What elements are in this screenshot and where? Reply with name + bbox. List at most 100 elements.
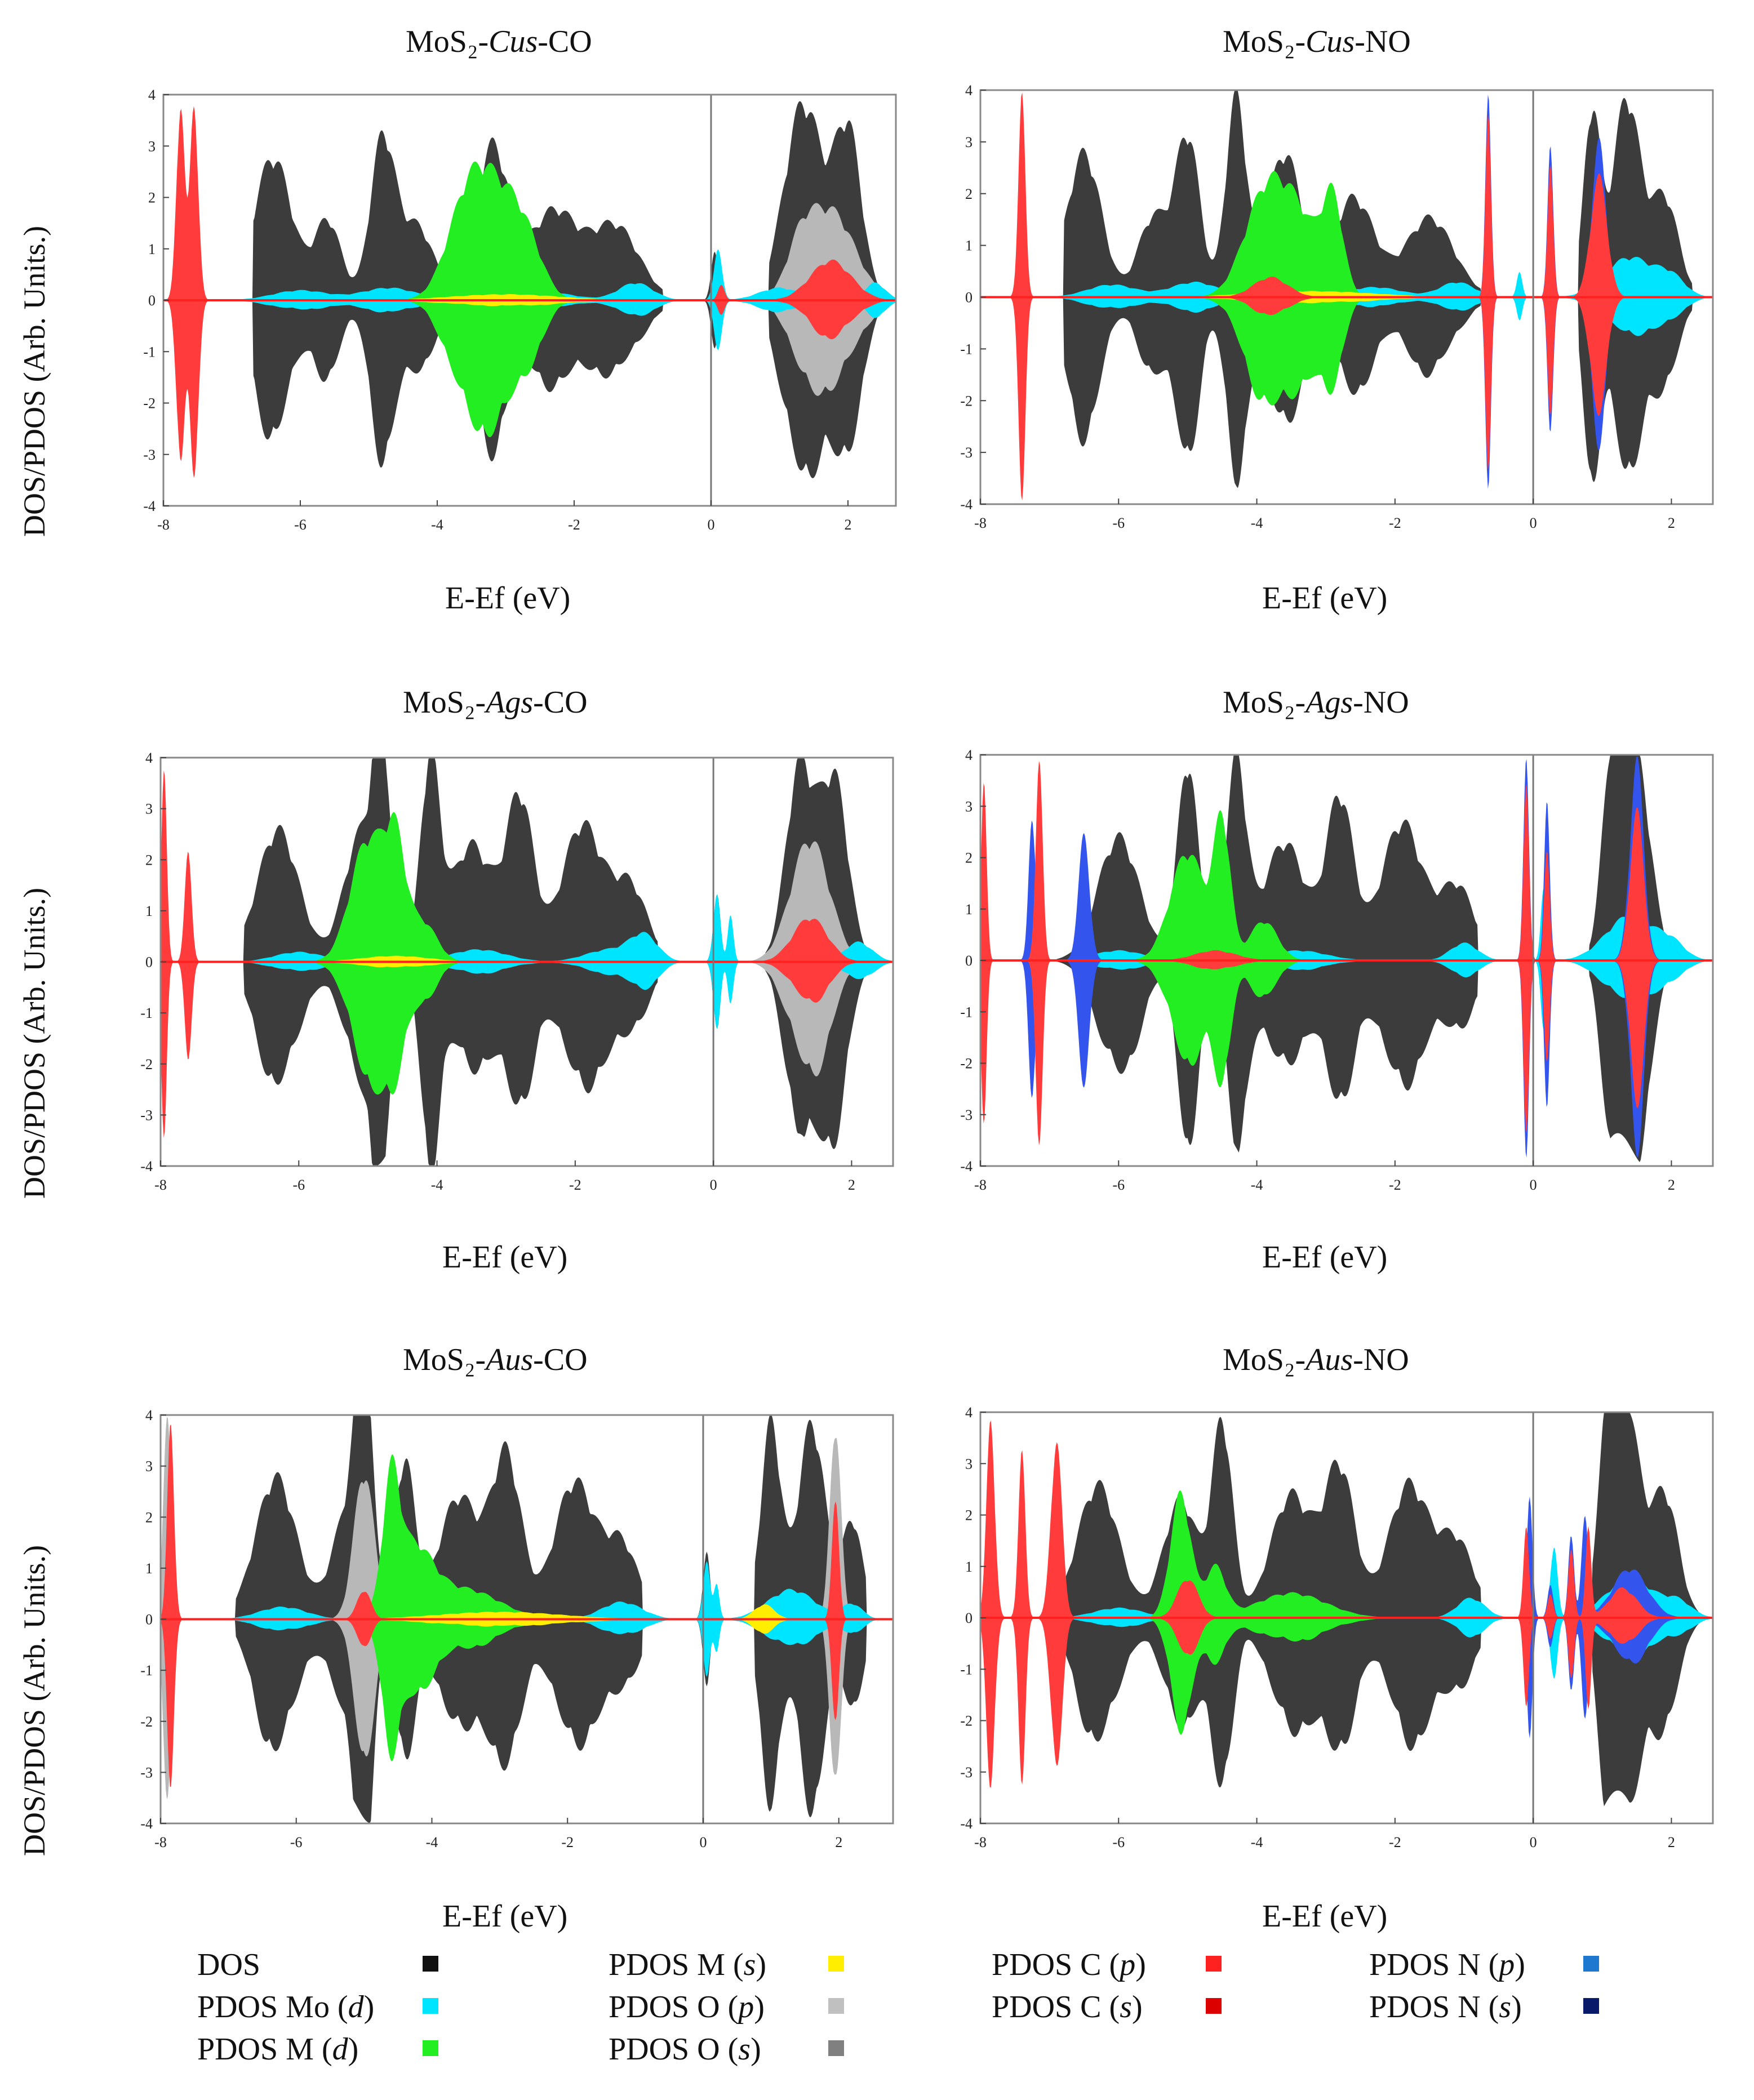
- legend-swatch: [1206, 1956, 1222, 1972]
- x-tick-label: -6: [1112, 1177, 1125, 1193]
- panel-title: MoS₂-Cus-NO: [1223, 24, 1411, 60]
- y-tick-label: 4: [965, 747, 973, 763]
- x-tick-label: 2: [1668, 1834, 1675, 1850]
- x-tick-label: 2: [1668, 515, 1675, 531]
- x-axis-label: E-Ef (eV): [1262, 1899, 1388, 1934]
- dos-panel: -8 -6 -4 -2 0 2 -4 -3 -2 -1 0 1 2 3 4: [960, 1404, 1714, 1850]
- y-tick-label: 2: [145, 852, 153, 868]
- x-tick-label: 2: [848, 1177, 855, 1193]
- x-tick-label: -2: [1389, 1177, 1401, 1193]
- legend-item-N_p: PDOS N (p): [1369, 1947, 1525, 1983]
- y-tick-label: -1: [960, 1661, 973, 1678]
- y-tick-label: 0: [965, 290, 973, 306]
- legend-label: PDOS N: [1369, 1990, 1481, 2025]
- y-tick-label: 1: [145, 903, 153, 919]
- x-tick-label: -6: [292, 1177, 305, 1193]
- legend-item-O_s: PDOS O (s): [609, 2031, 761, 2067]
- legend-label: PDOS C: [992, 1990, 1102, 2025]
- y-tick-label: -2: [960, 393, 973, 409]
- series-N_p: [980, 756, 1713, 1158]
- y-tick-label: 2: [965, 186, 973, 202]
- y-tick-label: -4: [960, 1816, 973, 1832]
- x-tick-label: -8: [154, 1834, 167, 1850]
- x-tick-label: -8: [974, 1177, 987, 1193]
- y-tick-label: 3: [965, 1456, 973, 1472]
- legend-label: PDOS M: [609, 1947, 725, 1982]
- x-tick-label: 2: [1668, 1177, 1675, 1193]
- y-tick-label: 1: [965, 238, 973, 254]
- legend-label: DOS: [197, 1947, 261, 1982]
- y-tick-label: -2: [140, 1056, 153, 1073]
- y-tick-label: 0: [148, 292, 156, 309]
- x-axis-label: E-Ef (eV): [1262, 1240, 1388, 1275]
- panel-title-metal: Aus: [1305, 1342, 1353, 1377]
- series-Mo_d: [980, 888, 1713, 1029]
- legend-swatch: [1583, 1998, 1599, 2014]
- y-tick-label: -4: [140, 1816, 153, 1832]
- y-tick-label: -1: [140, 1005, 153, 1021]
- y-tick-label: 3: [148, 138, 156, 154]
- panel-title-prefix: MoS₂-: [1223, 685, 1306, 720]
- series-O_p: [161, 841, 893, 1076]
- panel-title-metal: Ags: [1305, 685, 1353, 720]
- legend-label: PDOS Mo: [197, 1990, 330, 2025]
- y-tick-label: 3: [145, 1458, 153, 1475]
- y-axis-label: DOS/PDOS (Arb. Units.): [17, 225, 51, 537]
- x-tick-label: -4: [426, 1834, 438, 1850]
- series-Mo_d: [980, 1547, 1713, 1679]
- legend-label: PDOS C: [992, 1947, 1102, 1982]
- x-tick-label: -2: [1389, 515, 1401, 531]
- y-tick-label: 3: [145, 801, 153, 817]
- y-tick-label: -2: [143, 395, 156, 412]
- y-tick-label: 0: [145, 1612, 153, 1628]
- panel-title-suffix: -NO: [1353, 685, 1409, 720]
- y-tick-label: 1: [965, 901, 973, 918]
- x-tick-label: 0: [707, 517, 714, 533]
- legend-orbital: (p): [1480, 1947, 1525, 1982]
- y-tick-label: -2: [960, 1713, 973, 1729]
- y-tick-label: 4: [148, 87, 156, 103]
- y-tick-label: -3: [143, 447, 156, 463]
- y-tick-label: 2: [965, 850, 973, 866]
- legend-orbital: (s): [720, 2032, 761, 2067]
- y-tick-label: 4: [145, 750, 153, 766]
- y-tick-label: -3: [960, 444, 973, 461]
- legend-orbital: (s): [1480, 1990, 1522, 2025]
- y-tick-label: 0: [965, 953, 973, 969]
- dos-panel: -8 -6 -4 -2 0 2 -4 -3 -2 -1 0 1 2 3 4: [960, 82, 1714, 531]
- panel-title-metal: Cus: [1305, 24, 1355, 59]
- x-tick-label: -8: [157, 517, 170, 533]
- x-tick-label: -2: [568, 517, 580, 533]
- panel-title-suffix: -CO: [533, 1342, 588, 1377]
- x-axis-label: E-Ef (eV): [445, 581, 571, 616]
- x-axis-label: E-Ef (eV): [442, 1899, 568, 1934]
- panel-title-suffix: -NO: [1355, 24, 1411, 59]
- y-tick-label: -1: [960, 1004, 973, 1020]
- legend-label: PDOS N: [1369, 1947, 1481, 1982]
- legend-item-Mo_d: PDOS Mo (d): [197, 1989, 374, 2025]
- legend-label: PDOS O: [609, 1990, 720, 2025]
- panel-title-suffix: -NO: [1353, 1342, 1409, 1377]
- series-M_d: [980, 171, 1713, 406]
- panel-title-metal: Ags: [486, 685, 534, 720]
- panel-title-metal: Aus: [486, 1342, 534, 1377]
- panel-title-prefix: MoS₂-: [406, 24, 489, 59]
- dos-panel: -8 -6 -4 -2 0 2 -4 -3 -2 -1 0 1 2 3 4: [140, 750, 894, 1193]
- series-DOS: [980, 1412, 1713, 1807]
- legend-swatch: [828, 1956, 844, 1972]
- y-tick-label: 2: [148, 190, 156, 206]
- y-tick-label: -4: [960, 496, 973, 513]
- y-tick-label: 1: [145, 1560, 153, 1577]
- y-tick-label: 3: [965, 134, 973, 150]
- x-tick-label: -8: [154, 1177, 167, 1193]
- panel-title: MoS₂-Ags-NO: [1223, 684, 1409, 720]
- legend-orbital: (s): [1101, 1990, 1143, 2025]
- legend-item-C_s: PDOS C (s): [992, 1989, 1143, 2025]
- y-axis-label: DOS/PDOS (Arb. Units.): [17, 887, 51, 1199]
- y-tick-label: 0: [145, 954, 153, 971]
- y-tick-label: 1: [965, 1559, 973, 1575]
- series-O_p: [163, 203, 896, 396]
- x-tick-label: -8: [974, 515, 987, 531]
- legend-swatch: [1206, 1998, 1222, 2014]
